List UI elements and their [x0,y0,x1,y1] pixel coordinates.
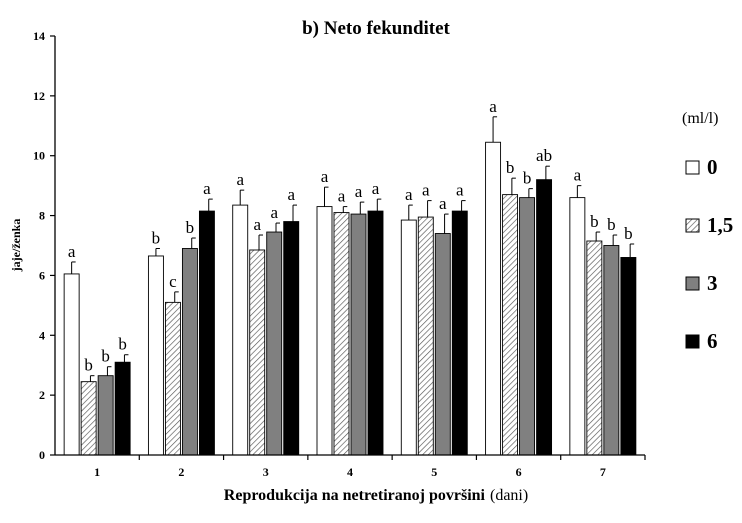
bar-1,5-day-7 [586,240,603,456]
significance-letter: b [523,169,532,188]
bar-6-day-1 [114,361,131,456]
significance-letter: a [68,242,76,261]
bar-6-day-3 [283,221,300,456]
x-tick-label: 2 [178,465,184,479]
y-axis-label: jaje/ženka [9,219,23,273]
significance-letter: a [355,182,363,201]
significance-letter: a [422,181,430,200]
bar-0-day-4 [316,206,333,456]
significance-letter: a [253,215,261,234]
legend-label: 0 [707,155,718,179]
x-axis-label: Reprodukcija na netretiranoj površini (da… [224,487,528,504]
bar-1,5-day-5 [417,216,434,456]
y-axis-ticks: 0 2 4 6 8 10 12 14 [33,29,55,462]
significance-letter: a [439,194,447,213]
significance-letter: a [203,179,211,198]
bar-3-day-5 [434,233,451,456]
legend-swatch-1,5 [685,218,700,233]
x-tick-label: 7 [600,465,606,479]
bar-1,5-day-3 [249,249,266,456]
y-tick-label: 4 [39,328,45,342]
bar-0-day-1 [63,273,80,456]
bar-6-day-2 [198,210,215,456]
legend-swatch-6 [685,334,700,349]
bar-0-day-3 [232,204,249,456]
significance-letter: a [270,203,278,222]
bar-3-day-4 [350,213,367,456]
y-tick-label: 10 [33,149,45,163]
significance-letter: b [590,212,599,231]
significance-letter: b [152,228,161,247]
significance-letter: b [84,356,93,375]
bar-3-day-6 [519,197,536,456]
x-tick-label: 5 [431,465,437,479]
bar-0-day-6 [485,141,502,456]
bar-0-day-5 [400,219,417,456]
legend: 0 1,5 3 6 [685,155,733,353]
significance-letter: a [287,185,295,204]
bar-1,5-day-1 [80,381,97,456]
bar-6-day-5 [451,210,468,456]
x-tick-label: 4 [347,465,353,479]
significance-letter: a [456,181,464,200]
x-axis-label-main: Reprodukcija na netretiranoj površini [224,487,486,504]
significance-letter: a [338,187,346,206]
significance-letter: c [169,272,177,291]
y-tick-label: 12 [33,89,45,103]
significance-letter: b [118,335,127,354]
significance-letter: b [101,347,110,366]
bar-1,5-day-6 [502,194,519,456]
bar-6-day-7 [620,257,637,456]
significance-letter: b [607,215,616,234]
bar-3-day-3 [266,231,283,456]
y-tick-label: 8 [39,209,45,223]
bar-3-day-7 [603,245,620,456]
significance-letter: a [489,97,497,116]
bar-6-day-6 [536,179,553,456]
bar-3-day-1 [97,375,114,456]
legend-swatch-0 [685,160,700,175]
x-tick-label: 6 [516,465,522,479]
x-axis-label-unit: (dani) [490,487,528,504]
legend-swatch-3 [685,276,700,291]
significance-letter: a [574,166,582,185]
bar-1,5-day-4 [333,212,350,456]
bar-1,5-day-2 [164,301,181,456]
significance-letter: b [624,224,633,243]
significance-letter: b [506,158,515,177]
bar-3-day-2 [181,248,198,456]
x-axis-ticks: 1 2 3 4 5 6 7 [94,455,646,479]
y-tick-label: 6 [39,268,45,282]
significance-letter: a [405,185,413,204]
significance-letter: b [186,218,195,237]
legend-title: (ml/l) [682,110,718,127]
legend-label: 6 [707,329,718,353]
significance-letter: a [321,167,329,186]
legend-label: 3 [707,271,718,295]
x-tick-label: 1 [94,465,100,479]
significance-letter: a [236,170,244,189]
bar-0-day-7 [569,197,586,456]
y-tick-label: 2 [39,388,45,402]
y-tick-label: 0 [39,448,45,462]
bar-6-day-4 [367,210,384,456]
significance-letter: a [372,179,380,198]
legend-label: 1,5 [707,213,733,237]
chart-title: b) Neto fekunditet [302,18,450,39]
significance-letter: ab [536,146,552,165]
bar-0-day-2 [147,255,164,456]
x-tick-label: 3 [263,465,269,479]
y-tick-label: 14 [33,29,45,43]
